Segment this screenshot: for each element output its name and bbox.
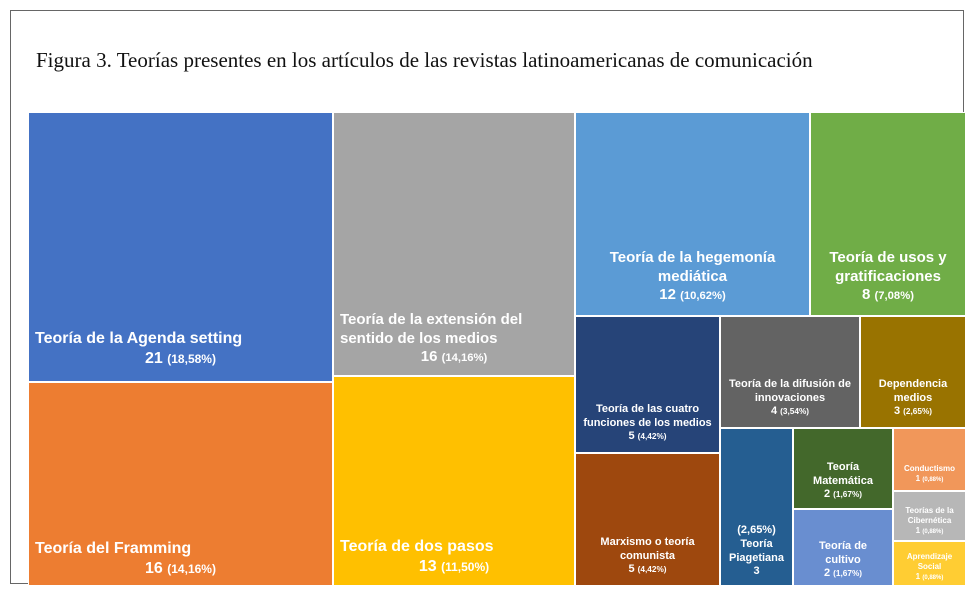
value-label: 3: [753, 565, 760, 578]
value-row: 8 (7,08%): [817, 286, 959, 305]
value-row: 3 (2,65%): [867, 405, 959, 419]
percent-label: (14,16%): [441, 352, 488, 365]
value-row: 2 (1,67%): [800, 488, 886, 502]
value-row: 12 (10,62%): [582, 286, 803, 305]
value-label: 8: [862, 286, 871, 304]
treemap-cell: (2,65%) Teoría Piagetiana 3: [720, 428, 793, 586]
value-label: 2: [823, 488, 831, 501]
cell-label: Teoría de usos y gratificaciones: [829, 248, 947, 285]
percent-label: (2,65%): [737, 524, 776, 536]
value-row: 1 (0,88%): [900, 474, 959, 485]
percent-label: (0,88%): [922, 574, 944, 581]
percent-label: (11,50%): [441, 560, 490, 574]
treemap-cell: Conductismo 1 (0,88%): [893, 428, 966, 491]
treemap-cell: Dependencia medios 3 (2,65%): [860, 316, 966, 428]
value-row: 2 (1,67%): [800, 567, 886, 581]
percent-label: (4,42%): [637, 432, 667, 442]
treemap-cell: Teoría de la Agenda setting 21 (18,58%): [28, 112, 333, 382]
cell-label: Teoría de la hegemonía mediática: [609, 248, 776, 285]
value-row: 1 (0,88%): [900, 572, 959, 583]
treemap-cell: Teoría de la hegemonía mediática 12 (10,6…: [575, 112, 810, 316]
treemap-cell: Teoría de las cuatro funciones de los me…: [575, 316, 720, 453]
value-label: 1: [915, 525, 921, 535]
chart-title: Figura 3. Teorías presentes en los artíc…: [36, 48, 813, 72]
value-label: 21: [145, 350, 163, 367]
value-label: 13: [418, 558, 437, 575]
value-label: 16: [145, 560, 163, 577]
percent-label: (4,42%): [637, 565, 667, 575]
value-label: 1: [915, 571, 921, 581]
cell-label: Teoría de cultivo: [818, 539, 868, 566]
value-label: 5: [628, 430, 635, 443]
value-row: 1 (0,88%): [900, 526, 959, 537]
cell-label: Conductismo: [903, 463, 956, 473]
cell-label: Teoría Piagetiana: [728, 537, 785, 564]
value-row: 16 (14,16%): [340, 348, 568, 367]
percent-label: (0,88%): [922, 476, 944, 483]
value-label: 5: [628, 563, 635, 576]
treemap-cell: Teoría de usos y gratificaciones 8 (7,08%…: [810, 112, 966, 316]
treemap-cell: Teoría de la extensión del sentido de lo…: [333, 112, 575, 376]
value-row: 5 (4,42%): [582, 563, 713, 577]
cell-label: Teoría del Framming: [35, 540, 192, 557]
cell-label: Dependencia medios: [878, 377, 948, 404]
treemap-cell: Teoría del Framming 16 (14,16%): [28, 382, 333, 586]
value-label: 2: [823, 567, 831, 580]
value-row: 16 (14,16%): [35, 559, 326, 579]
percent-label: (2,65%): [903, 407, 933, 417]
value-label: 1: [915, 473, 921, 483]
percent-label: (10,62%): [680, 290, 726, 303]
value-row: 4 (3,54%): [727, 405, 853, 419]
treemap-cell: Marxismo o teoría comunista 5 (4,42%): [575, 453, 720, 586]
cell-label: Teorías de la Cibernética: [905, 505, 954, 525]
value-row: 13 (11,50%): [340, 557, 568, 577]
value-row: 21 (18,58%): [35, 349, 326, 369]
percent-label: (7,08%): [874, 290, 914, 303]
cell-label: Teoría de la difusión de innovaciones: [728, 377, 852, 404]
treemap-cell: Aprendizaje Social 1 (0,88%): [893, 541, 966, 586]
value-label: 12: [659, 286, 676, 304]
cell-label: Aprendizaje Social: [906, 551, 953, 571]
treemap-cell: Teoría de la difusión de innovaciones 4 (…: [720, 316, 860, 428]
treemap-cell: Teorías de la Cibernética 1 (0,88%): [893, 491, 966, 541]
value-label: 16: [420, 348, 438, 366]
cell-label: Teoría de la extensión del sentido de lo…: [340, 310, 523, 347]
percent-label: (3,54%): [780, 407, 810, 417]
percent-label: (18,58%): [167, 352, 216, 366]
treemap-cell: Teoría de cultivo 2 (1,67%): [793, 509, 893, 586]
percent-label: (1,67%): [833, 490, 863, 500]
cell-label: Teoría Matemática: [813, 460, 873, 487]
percent-label: (14,16%): [167, 562, 216, 576]
cell-label: Marxismo o teoría comunista: [600, 535, 695, 562]
treemap-cell: Teoría de dos pasos 13 (11,50%): [333, 376, 575, 586]
cell-label: Teoría de dos pasos: [340, 538, 494, 555]
cell-label: Teoría de las cuatro funciones de los me…: [583, 402, 712, 429]
percent-label: (1,67%): [833, 569, 863, 579]
value-row: 5 (4,42%): [582, 430, 713, 444]
value-label: 3: [893, 405, 901, 418]
cell-label: Teoría de la Agenda setting: [35, 330, 243, 347]
percent-label: (0,88%): [922, 528, 944, 535]
value-label: 4: [770, 405, 778, 418]
treemap-cell: Teoría Matemática 2 (1,67%): [793, 428, 893, 509]
